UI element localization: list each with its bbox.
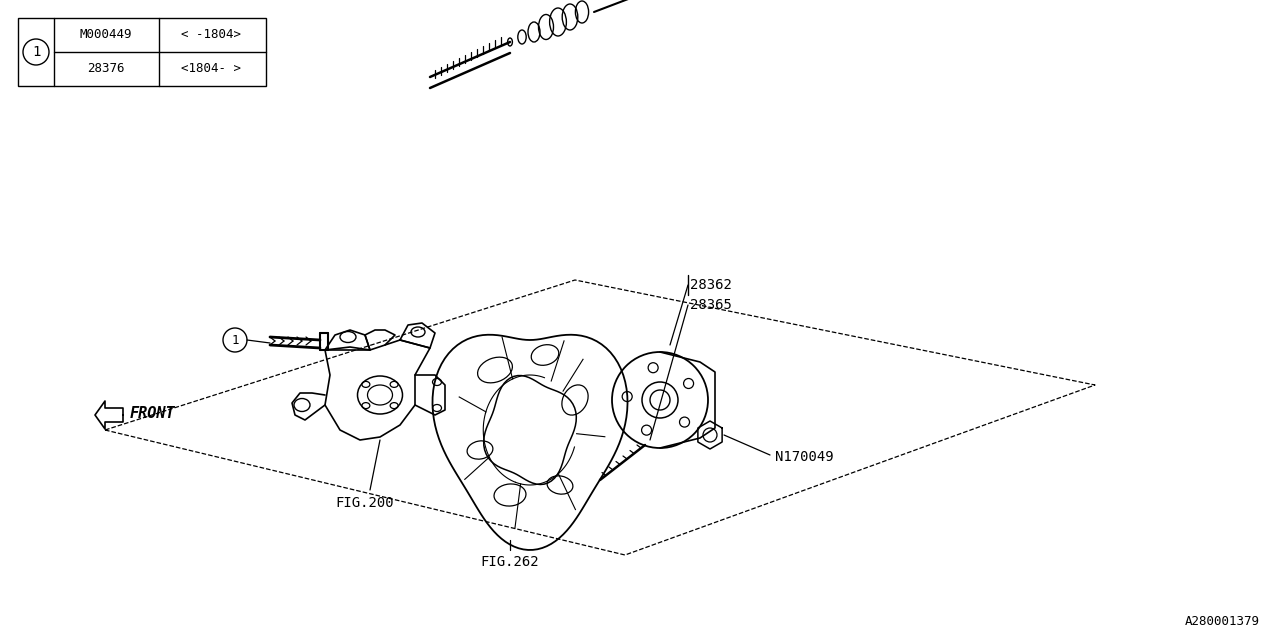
Text: M000449: M000449 bbox=[79, 29, 132, 42]
Text: 1: 1 bbox=[32, 45, 40, 59]
Text: FIG.262: FIG.262 bbox=[481, 555, 539, 569]
Text: 28362: 28362 bbox=[690, 278, 732, 292]
Text: <1804- >: <1804- > bbox=[180, 63, 241, 76]
Text: FIG.200: FIG.200 bbox=[335, 496, 394, 510]
Bar bbox=[18, 18, 266, 86]
Polygon shape bbox=[95, 401, 123, 429]
Text: < -1804>: < -1804> bbox=[180, 29, 241, 42]
Text: 28365: 28365 bbox=[690, 298, 732, 312]
Text: FRONT: FRONT bbox=[131, 406, 175, 422]
Text: A280001379: A280001379 bbox=[1185, 615, 1260, 628]
Text: N170049: N170049 bbox=[774, 450, 833, 464]
Text: 1: 1 bbox=[232, 333, 239, 346]
Text: 28376: 28376 bbox=[87, 63, 124, 76]
